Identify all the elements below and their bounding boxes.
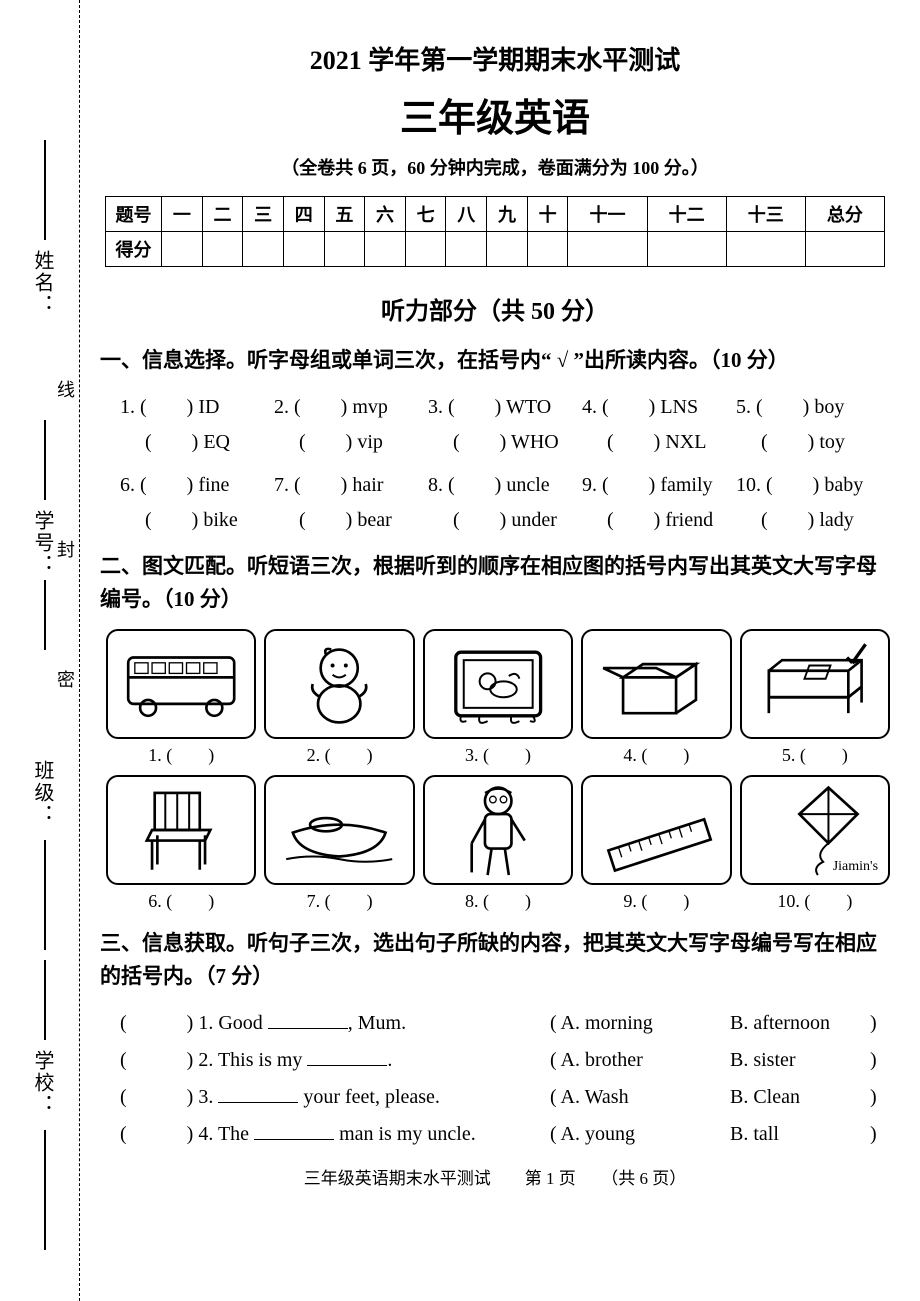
q2-body: 1. ( ) 2. ( ) 3. ( ) 4. ( ) 5. ( ) Jiami… [100, 629, 890, 913]
binding-class: 班级： [28, 760, 57, 826]
q1-option: 5. ( ) boy [736, 390, 890, 419]
binding-name: 姓名： [28, 250, 57, 316]
q1-option: ( ) vip [274, 425, 428, 454]
pic-grandpa [423, 775, 573, 885]
pic-baby [264, 629, 414, 739]
q1-option: ( ) WHO [428, 425, 582, 454]
pic-row-top [106, 629, 890, 739]
q3-item: ( ) 1. Good , Mum.( A. morningB. afterno… [120, 1006, 890, 1035]
q1-option: ( ) friend [582, 503, 736, 532]
q1-option: 7. ( ) hair [274, 468, 428, 497]
q1-option: ( ) EQ [120, 425, 274, 454]
q1-option: 1. ( ) ID [120, 390, 274, 419]
seal-feng: 封 [52, 540, 78, 560]
pic-box-open [581, 629, 731, 739]
binding-line [44, 1130, 46, 1250]
pic-chair [106, 775, 256, 885]
row-label: 得分 [106, 232, 162, 267]
row-label: 题号 [106, 197, 162, 232]
q1-option: ( ) toy [736, 425, 890, 454]
q3-item: ( ) 3. your feet, please.( A. WashB. Cle… [120, 1080, 890, 1109]
binding-school: 学校： [28, 1050, 57, 1116]
q3-item: ( ) 2. This is my .( A. brotherB. sister… [120, 1043, 890, 1072]
caption-row: 6. ( ) 7. ( ) 8. ( ) 9. ( ) 10. ( ) [106, 887, 890, 913]
page-footer: 三年级英语期末水平测试 第 1 页 （共 6 页） [100, 1164, 890, 1189]
seal-xian: 线 [52, 380, 78, 400]
score-table: 题号 一 二 三 四 五 六 七 八 九 十 十一 十二 十三 总分 得分 [105, 196, 885, 267]
header: 2021 学年第一学期期末水平测试 三年级英语 （全卷共 6 页，60 分钟内完… [100, 40, 890, 180]
q1-option: ( ) bike [120, 503, 274, 532]
q1-option: 10. ( ) baby [736, 468, 890, 497]
seal-mi: 密 [52, 670, 78, 690]
pic-boat [264, 775, 414, 885]
q1-option: 4. ( ) LNS [582, 390, 736, 419]
q1-option: 2. ( ) mvp [274, 390, 428, 419]
q1-option: 8. ( ) uncle [428, 468, 582, 497]
q1-option: ( ) under [428, 503, 582, 532]
binding-line [44, 580, 46, 650]
q3-item: ( ) 4. The man is my uncle.( A. youngB. … [120, 1117, 890, 1146]
q1-option: 6. ( ) fine [120, 468, 274, 497]
q1-option: ( ) bear [274, 503, 428, 532]
q2-title: 二、图文匹配。听短语三次，根据听到的顺序在相应图的括号内写出其英文大写字母编号。… [100, 550, 890, 617]
section-listening: 听力部分（共 50 分） [100, 291, 890, 326]
subtitle: （全卷共 6 页，60 分钟内完成，卷面满分为 100 分。） [100, 154, 890, 180]
q1-title: 一、信息选择。听字母组或单词三次，在括号内“ √ ”出所读内容。（10 分） [100, 344, 890, 378]
title-subject: 三年级英语 [100, 87, 890, 142]
q1-body: 1. ( ) ID2. ( ) mvp3. ( ) WTO4. ( ) LNS5… [100, 390, 890, 532]
q1-option: 9. ( ) family [582, 468, 736, 497]
binding-line [44, 840, 46, 950]
binding-line [44, 140, 46, 240]
q1-option: ( ) lady [736, 503, 890, 532]
pic-bus [106, 629, 256, 739]
pic-kite: Jiamin's [740, 775, 890, 885]
q3-title: 三、信息获取。听句子三次，选出句子所缺的内容，把其英文大写字母编号写在相应的括号… [100, 927, 890, 994]
exam-page: 姓名： 线 学号： 封 密 班级： 学校： 2021 学年第一学期期末水平测试 … [0, 0, 920, 1301]
table-row: 得分 [106, 232, 885, 267]
title-year: 2021 学年第一学期期末水平测试 [100, 40, 890, 77]
binding-line [44, 960, 46, 1040]
pic-bed [740, 629, 890, 739]
pic-row-bot: Jiamin's [106, 775, 890, 885]
caption-row: 1. ( ) 2. ( ) 3. ( ) 4. ( ) 5. ( ) [106, 741, 890, 767]
table-row: 题号 一 二 三 四 五 六 七 八 九 十 十一 十二 十三 总分 [106, 197, 885, 232]
binding-line [44, 420, 46, 500]
q1-option: 3. ( ) WTO [428, 390, 582, 419]
binding-margin: 姓名： 线 学号： 封 密 班级： 学校： [0, 0, 80, 1301]
q1-option: ( ) NXL [582, 425, 736, 454]
pic-picture-frame [423, 629, 573, 739]
pic-ruler [581, 775, 731, 885]
kite-label: Jiamin's [833, 859, 878, 875]
q3-body: ( ) 1. Good , Mum.( A. morningB. afterno… [100, 1006, 890, 1146]
